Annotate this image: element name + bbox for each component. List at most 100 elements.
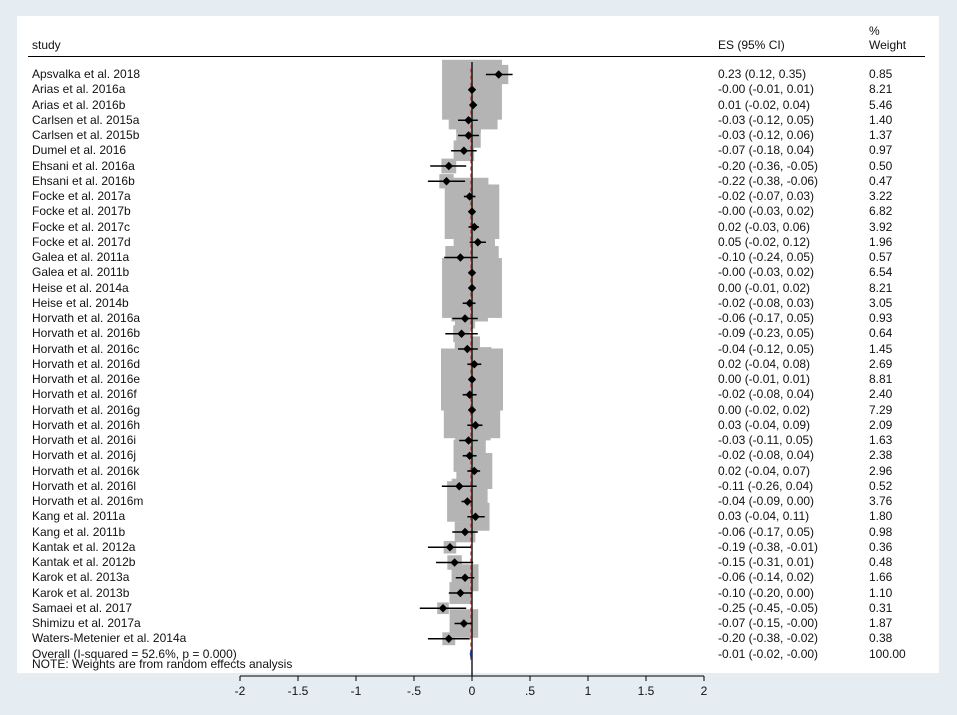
- study-label: Karok et al. 2013a: [32, 570, 130, 585]
- effect-marker: [470, 466, 479, 476]
- study-label: Dumel et al. 2016: [32, 143, 127, 158]
- effect-marker: [470, 222, 479, 232]
- study-label: Galea et al. 2011a: [32, 250, 130, 264]
- study-label: Arias et al. 2016a: [32, 82, 126, 97]
- weight-value: 1.87: [869, 616, 893, 630]
- es-value: -0.07 (-0.18, 0.04): [718, 143, 815, 158]
- study-label: Horvath et al. 2016b: [32, 326, 141, 341]
- effect-marker: [444, 161, 453, 171]
- header-rule: [28, 56, 925, 57]
- es-value: -0.02 (-0.08, 0.04): [718, 387, 815, 402]
- effect-marker: [459, 146, 469, 155]
- study-label: Carlsen et al. 2015a: [32, 112, 140, 127]
- effect-marker: [467, 85, 477, 94]
- weight-value: 1.37: [869, 128, 893, 142]
- study-label: Horvath et al. 2016c: [32, 341, 140, 356]
- es-value: 0.02 (-0.03, 0.06): [718, 219, 811, 234]
- es-value: -0.10 (-0.20, 0.00): [718, 585, 815, 600]
- es-value: -0.11 (-0.26, 0.04): [718, 478, 814, 493]
- weight-value: 0.64: [869, 326, 893, 341]
- weight-value: 3.05: [869, 295, 893, 310]
- es-value: -0.20 (-0.36, -0.05): [718, 158, 819, 173]
- study-label: Waters-Metenier et al. 2014a: [32, 631, 187, 646]
- x-tick-label: 1: [585, 684, 592, 698]
- weight-value: 0.52: [869, 478, 893, 493]
- x-tick-label: 1.5: [638, 684, 655, 698]
- effect-marker: [442, 177, 451, 186]
- effect-marker: [457, 329, 466, 338]
- weight-value: 5.46: [869, 97, 893, 112]
- study-label: Focke et al. 2017d: [32, 234, 131, 249]
- es-value: 0.05 (-0.02, 0.12): [718, 234, 811, 249]
- effect-marker: [467, 207, 477, 216]
- study-label: Horvath et al. 2016j: [32, 448, 137, 463]
- weight-value: 2.96: [869, 463, 893, 478]
- study-label: Horvath et al. 2016l: [32, 478, 137, 493]
- study-label: Samaei et al. 2017: [32, 600, 133, 615]
- effect-marker: [465, 192, 474, 201]
- study-label: Horvath et al. 2016e: [32, 372, 141, 386]
- x-tick-label: 2: [701, 684, 708, 698]
- effect-marker: [465, 299, 474, 308]
- effect-marker: [460, 573, 470, 582]
- x-tick-label: -1.5: [288, 684, 309, 698]
- study-label: Karok et al. 2013b: [32, 585, 130, 600]
- effect-marker: [470, 360, 479, 369]
- es-value: -0.06 (-0.14, 0.02): [718, 570, 815, 585]
- weight-value: 1.66: [869, 570, 893, 585]
- study-label: Kantak et al. 2012a: [32, 539, 136, 554]
- weight-value: 1.63: [869, 433, 893, 447]
- effect-marker: [464, 131, 473, 140]
- effect-marker: [445, 543, 455, 552]
- effect-marker: [456, 253, 465, 262]
- x-tick-label: -2: [235, 684, 246, 698]
- study-label: Focke et al. 2017b: [32, 204, 131, 219]
- weight-value: 6.54: [869, 265, 893, 280]
- weight-value: 1.10: [869, 585, 893, 600]
- study-label: Carlsen et al. 2015b: [32, 128, 140, 142]
- x-tick-label: -1: [351, 684, 362, 698]
- weight-value: 8.81: [869, 372, 893, 386]
- effect-marker: [464, 116, 473, 125]
- es-value: -0.02 (-0.08, 0.04): [718, 448, 815, 463]
- weights-note: NOTE: Weights are from random effects an…: [32, 657, 293, 671]
- weight-value: 0.85: [869, 67, 893, 81]
- es-value: -0.00 (-0.03, 0.02): [718, 265, 815, 280]
- overall-diamond: [469, 649, 472, 659]
- es-value: 0.00 (-0.01, 0.02): [718, 280, 811, 295]
- effect-marker: [438, 604, 448, 613]
- study-label: Horvath et al. 2016h: [32, 417, 141, 432]
- es-value: 0.23 (0.12, 0.35): [718, 67, 807, 81]
- es-value: -0.03 (-0.12, 0.05): [718, 112, 815, 127]
- effect-marker: [467, 268, 477, 277]
- overall-es-value: -0.01 (-0.02, -0.00): [718, 646, 819, 661]
- weight-value: 0.50: [869, 158, 893, 173]
- x-tick-label: .5: [525, 684, 535, 698]
- weight-value: 0.47: [869, 173, 893, 188]
- weight-value: 1.96: [869, 234, 893, 249]
- weight-value: 0.38: [869, 631, 893, 646]
- weight-value: 1.45: [869, 341, 893, 356]
- effect-marker: [463, 344, 472, 354]
- study-label: Horvath et al. 2016m: [32, 494, 144, 508]
- study-label: Horvath et al. 2016i: [32, 433, 137, 447]
- es-value: -0.15 (-0.31, 0.01): [718, 555, 815, 569]
- percent-header: %: [869, 24, 880, 38]
- weight-value: 8.21: [869, 82, 893, 97]
- es-value: 0.02 (-0.04, 0.08): [718, 356, 811, 371]
- es-value: 0.03 (-0.04, 0.09): [718, 417, 811, 432]
- es-value: -0.20 (-0.38, -0.02): [718, 631, 819, 646]
- es-value: -0.02 (-0.08, 0.03): [718, 295, 815, 310]
- weight-value: 2.09: [869, 417, 893, 432]
- es-value: -0.04 (-0.09, 0.00): [718, 494, 815, 508]
- study-label: Kantak et al. 2012b: [32, 555, 136, 569]
- effect-marker: [450, 558, 459, 567]
- weight-value: 0.93: [869, 311, 893, 325]
- study-label: Ehsani et al. 2016b: [32, 173, 135, 188]
- effect-marker: [471, 512, 480, 521]
- x-tick-label: 0: [469, 684, 476, 698]
- effect-marker: [465, 451, 474, 460]
- weight-value: 2.38: [869, 448, 893, 463]
- weight-value: 0.36: [869, 539, 893, 554]
- effect-marker: [444, 634, 453, 643]
